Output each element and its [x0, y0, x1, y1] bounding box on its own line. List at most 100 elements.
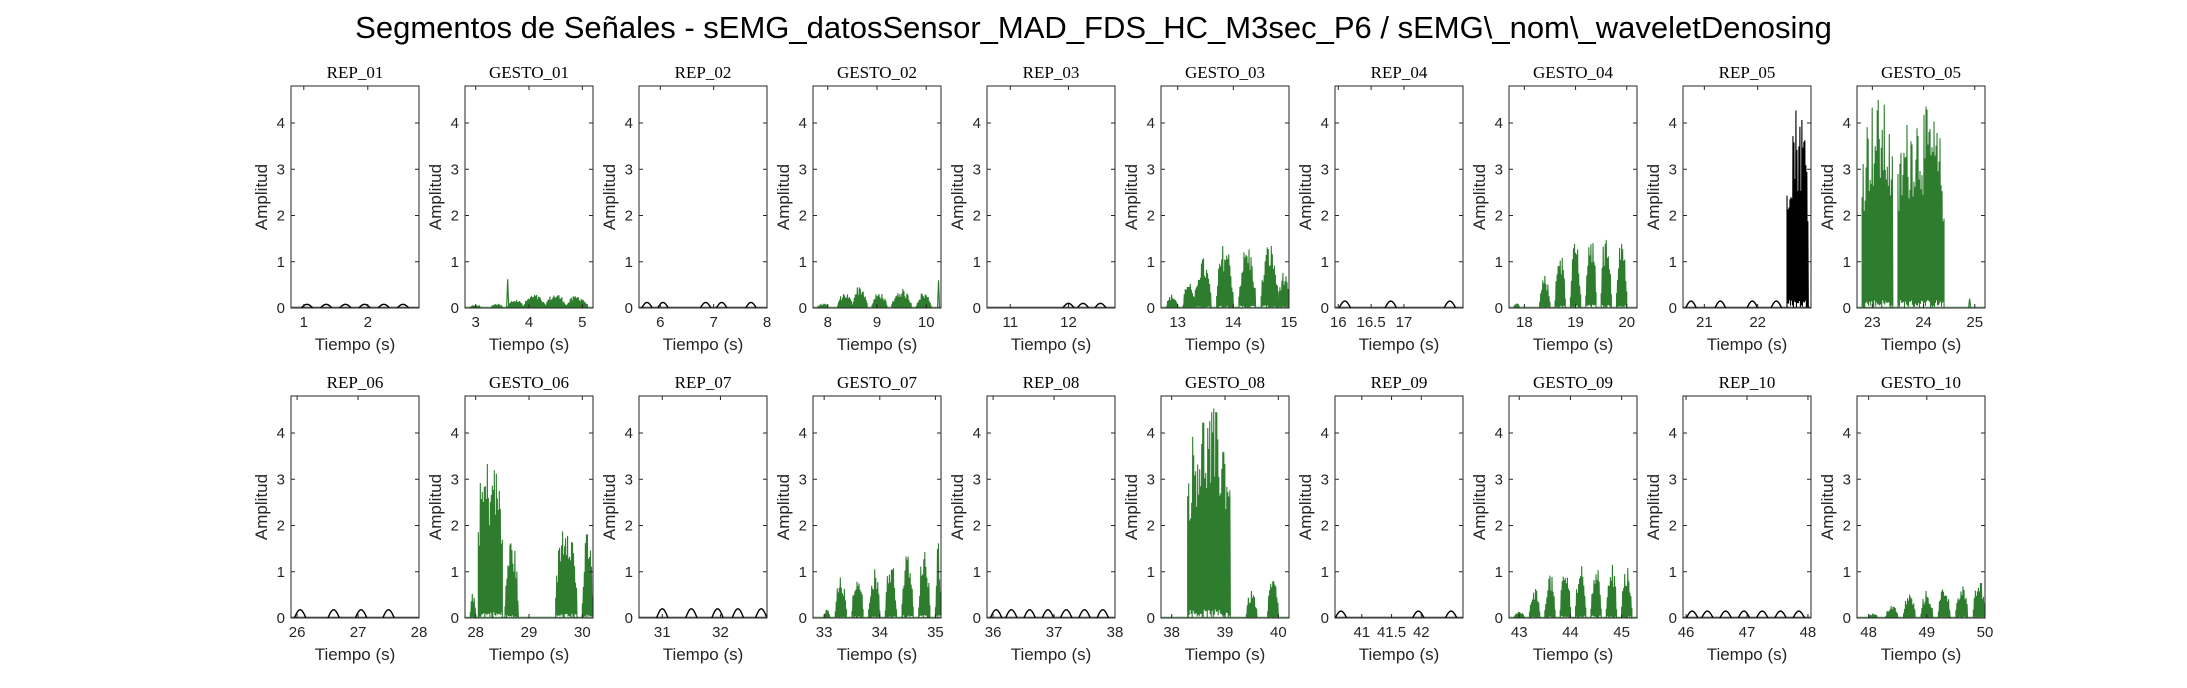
axes-box [1508, 395, 1638, 619]
x-tick-label: 29 [521, 624, 538, 641]
y-tick-label: 4 [799, 115, 807, 132]
plot-data [1509, 564, 1637, 618]
x-axis-label: Tiempo (s) [1011, 645, 1092, 664]
y-tick-label: 2 [799, 518, 807, 535]
y-tick-label: 4 [277, 425, 285, 442]
signal-burst [1193, 258, 1212, 308]
y-tick-label: 1 [1321, 254, 1329, 271]
x-tick-label: 23 [1864, 314, 1881, 331]
y-tick-label: 1 [973, 254, 981, 271]
x-tick-label: 19 [1567, 314, 1584, 331]
y-tick-label: 0 [1147, 300, 1155, 317]
axes-box [812, 85, 942, 309]
x-tick-label: 10 [918, 314, 935, 331]
subplot-title: REP_05 [1719, 63, 1776, 82]
axes-box [1682, 85, 1812, 309]
x-tick-label: 31 [654, 624, 671, 641]
x-tick-label: 5 [578, 314, 586, 331]
subplot-title: GESTO_05 [1881, 63, 1961, 82]
x-tick-label: 34 [871, 624, 888, 641]
axes-box [986, 85, 1116, 309]
signal-burst [901, 556, 914, 618]
signal-burst [1245, 590, 1258, 618]
signal-burst [555, 531, 578, 618]
y-tick-label: 3 [1843, 471, 1851, 488]
axes-box [290, 85, 420, 309]
y-tick-label: 3 [799, 161, 807, 178]
x-tick-label: 7 [709, 314, 717, 331]
signal-burst [1605, 564, 1618, 618]
y-tick-label: 1 [973, 564, 981, 581]
y-tick-label: 4 [1843, 115, 1851, 132]
signal-hump [1685, 610, 1699, 618]
plot-data [1857, 583, 1985, 618]
x-tick-label: 37 [1046, 624, 1063, 641]
y-tick-label: 2 [1495, 208, 1503, 225]
signal-spike [506, 279, 510, 308]
signal-hump [1774, 610, 1787, 618]
signal-hump [358, 303, 371, 308]
y-tick-label: 4 [1669, 115, 1677, 132]
y-tick-label: 1 [799, 254, 807, 271]
signal-burst [1539, 275, 1551, 308]
plot-data [1161, 245, 1289, 308]
subplot-gesto-01: GESTO_01 0 1 2 3 4 3 4 5 Tiempo (s) Amplitud [426, 63, 594, 354]
plot-data [1509, 239, 1637, 308]
x-axis-label: Tiempo (s) [1533, 645, 1614, 664]
x-tick-label: 45 [1613, 624, 1630, 641]
plot-data [1857, 99, 1985, 308]
y-tick-label: 0 [1495, 300, 1503, 317]
y-tick-label: 3 [625, 161, 633, 178]
y-tick-label: 2 [277, 518, 285, 535]
plot-data [1683, 110, 1811, 308]
y-tick-label: 3 [277, 161, 285, 178]
x-tick-label: 48 [1800, 624, 1817, 641]
x-tick-label: 14 [1225, 314, 1242, 331]
y-tick-label: 3 [973, 471, 981, 488]
signal-hump [1078, 608, 1091, 618]
y-axis-label: Amplitud [600, 474, 619, 540]
y-tick-label: 1 [1495, 564, 1503, 581]
x-tick-label: 42 [1413, 624, 1430, 641]
signal-burst [1554, 258, 1566, 308]
y-tick-label: 2 [1321, 208, 1329, 225]
signal-burst [544, 295, 567, 308]
signal-burst [1277, 272, 1289, 308]
subplot-title: REP_02 [675, 63, 732, 82]
signal-burst [565, 296, 589, 308]
signal-hump [1737, 610, 1751, 618]
signal-hump [1004, 608, 1018, 618]
x-axis-label: Tiempo (s) [1359, 335, 1440, 354]
y-tick-label: 0 [277, 300, 285, 317]
signal-hump [396, 303, 410, 308]
signal-hump [300, 303, 314, 308]
x-tick-label: 21 [1696, 314, 1713, 331]
y-axis-label: Amplitud [948, 474, 967, 540]
y-tick-label: 2 [625, 518, 633, 535]
y-tick-label: 1 [1669, 254, 1677, 271]
x-tick-label: 16 [1330, 314, 1347, 331]
x-tick-label: 18 [1516, 314, 1533, 331]
y-tick-label: 3 [1495, 161, 1503, 178]
signal-burst [504, 543, 519, 618]
y-tick-label: 4 [799, 425, 807, 442]
y-tick-label: 2 [1495, 518, 1503, 535]
x-tick-label: 15 [1281, 314, 1298, 331]
y-tick-label: 4 [1669, 425, 1677, 442]
x-tick-label: 32 [712, 624, 729, 641]
signal-hump [1770, 300, 1783, 308]
signal-burst [1267, 580, 1279, 618]
axes-box [464, 85, 594, 309]
y-tick-label: 1 [625, 254, 633, 271]
y-tick-label: 3 [799, 471, 807, 488]
y-tick-label: 4 [1495, 425, 1503, 442]
x-tick-label: 17 [1396, 314, 1413, 331]
x-axis-label: Tiempo (s) [315, 335, 396, 354]
plot-data [639, 301, 767, 308]
x-tick-label: 9 [873, 314, 881, 331]
signal-burst [469, 593, 477, 618]
signal-hump [1062, 302, 1075, 308]
signal-burst [1260, 245, 1279, 308]
signal-hump [1714, 300, 1727, 308]
